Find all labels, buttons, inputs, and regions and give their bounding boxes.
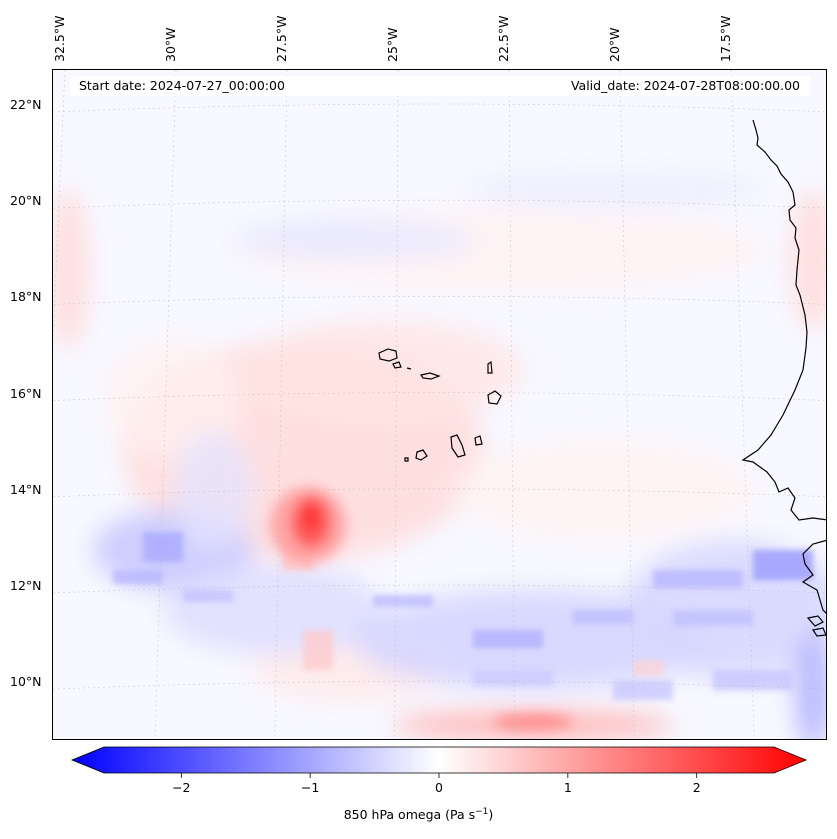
- field-patch-negative: [473, 670, 553, 686]
- field-patch-negative: [373, 595, 433, 607]
- lat-gridline: [53, 199, 826, 209]
- field-core: [270, 487, 573, 730]
- coastline-africa: [741, 119, 826, 521]
- island-santa-luzia: [406, 367, 412, 370]
- island-brava: [404, 457, 409, 462]
- colorbar-tick-label: −2: [172, 780, 191, 795]
- lat-label: 18°N: [10, 289, 42, 305]
- colorbar-bar: [70, 746, 808, 774]
- lon-gridline: [508, 70, 515, 739]
- field-patch-negative: [653, 570, 743, 588]
- island-sao-nicolau: [420, 372, 441, 380]
- coastlines: [741, 119, 826, 637]
- lat-label: 14°N: [10, 481, 42, 497]
- lat-gridline: [53, 103, 826, 113]
- colorbar-tick-label: 1: [563, 780, 572, 795]
- colorbar-tick-label: −1: [300, 780, 320, 795]
- start-date-label: Start date: 2024-07-27_00:00:00: [79, 78, 285, 93]
- field-patch-negative: [713, 670, 793, 690]
- lat-label: 10°N: [10, 674, 42, 690]
- lon-gridline: [154, 70, 177, 739]
- colorbar-tick-label: 2: [692, 780, 701, 795]
- field-patch-negative: [573, 610, 633, 624]
- lon-gridline: [730, 70, 755, 739]
- field-patch-negative: [113, 570, 163, 584]
- lat-label: 12°N: [10, 578, 42, 593]
- field-patch-negative: [143, 532, 183, 562]
- island-santo-antao: [378, 348, 398, 362]
- lon-gridline: [394, 70, 399, 739]
- lat-label: 22°N: [10, 97, 42, 112]
- coastline-bijagos: [806, 615, 826, 637]
- gridlines: [53, 70, 826, 739]
- colorbar-ticks: [180, 773, 698, 778]
- coastline-africa-south: [801, 539, 826, 614]
- field-patch-negative: [183, 590, 233, 602]
- valid-date-label: Valid_date: 2024-07-28T08:00:00.00: [570, 78, 800, 93]
- date-info-bar: [70, 76, 810, 96]
- lat-label: 20°N: [10, 193, 42, 209]
- island-santiago: [450, 434, 466, 458]
- field-blob-negative: [795, 630, 826, 739]
- field-blob-positive: [243, 320, 523, 420]
- field-blob-positive: [53, 190, 88, 350]
- field-patch-negative: [473, 630, 543, 648]
- field-patches: [113, 532, 813, 700]
- lon-gridline: [619, 70, 635, 739]
- omega-field: [53, 70, 826, 739]
- cape-verde-islands: [378, 348, 502, 462]
- island-sao-vicente: [392, 361, 402, 369]
- field-blob-negative: [233, 220, 473, 260]
- lat-gridline: [53, 680, 826, 690]
- field-core-positive: [493, 714, 573, 730]
- field-patch-negative: [613, 680, 673, 700]
- lon-gridline: [53, 70, 66, 346]
- island-sal: [487, 360, 493, 374]
- lat-gridline: [53, 488, 826, 498]
- field-blob-negative: [463, 172, 763, 208]
- island-boa-vista: [487, 390, 502, 405]
- field-patch-positive: [303, 630, 333, 670]
- field-core-positive: [302, 504, 320, 532]
- lat-label: 16°N: [10, 385, 42, 401]
- field-patch-negative: [673, 610, 753, 626]
- lat-gridline: [53, 392, 826, 401]
- lat-gridline: [53, 296, 826, 305]
- lon-gridline: [274, 70, 288, 739]
- colorbar-label: 850 hPa omega (Pa s−1): [343, 807, 494, 823]
- field-patch-positive: [633, 660, 663, 676]
- lat-gridline: [53, 584, 826, 594]
- field-blob-positive: [103, 340, 243, 460]
- map-panel: [52, 69, 827, 740]
- island-fogo: [415, 449, 428, 461]
- island-maio: [474, 435, 483, 446]
- field-blob-negative: [173, 430, 253, 550]
- colorbar-tick-label: 0: [435, 780, 443, 795]
